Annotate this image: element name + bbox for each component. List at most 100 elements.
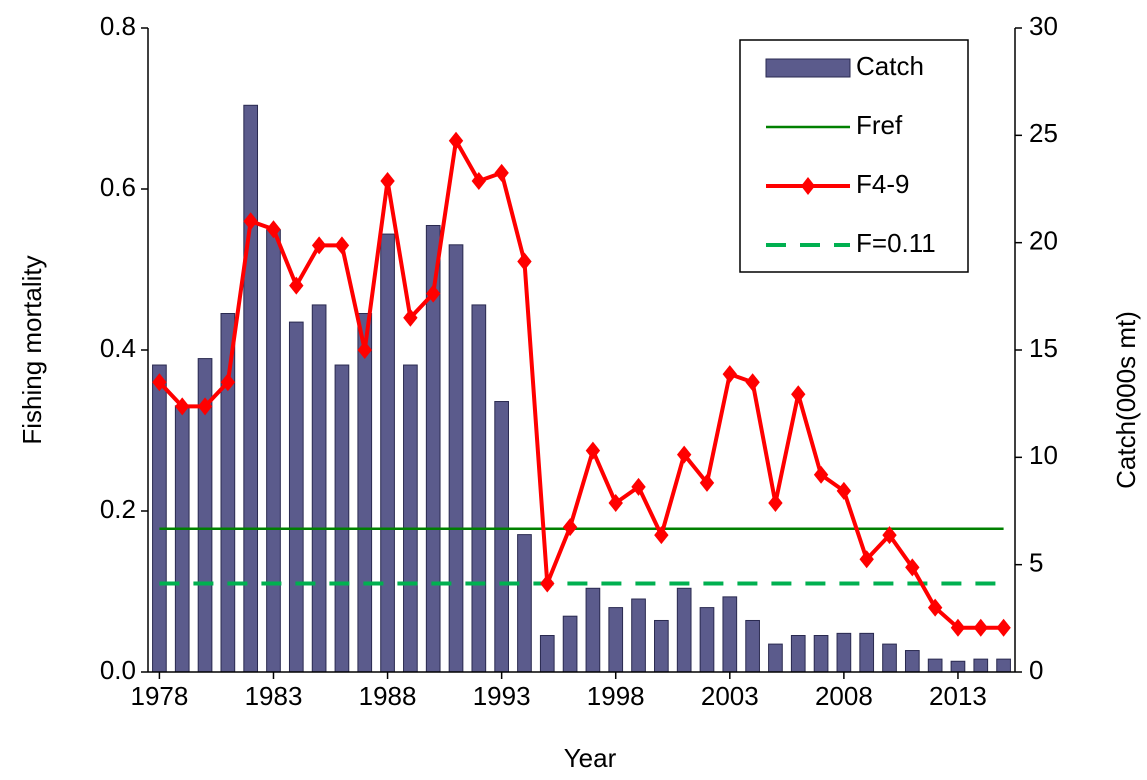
legend-label: F=0.11 [856,228,936,258]
bar [882,643,897,673]
y2-tick-label: 30 [1029,11,1058,41]
point-marker [791,385,806,404]
bar [243,104,259,673]
y-tick-label: 0.2 [100,494,136,524]
x-axis-label: Year [564,743,617,773]
bar [722,596,738,673]
point-marker [722,365,738,384]
point-marker [175,397,190,416]
point-marker [380,171,395,190]
point-marker [882,526,897,545]
point-marker [836,481,852,500]
x-tick-label: 1983 [245,681,303,711]
bar [517,534,532,673]
bar [403,364,418,673]
x-tick-label: 1993 [473,681,531,711]
point-marker [699,473,715,492]
y2-tick-label: 25 [1029,118,1058,148]
point-marker [517,252,532,271]
bar [288,321,304,673]
x-tick-label: 2008 [815,681,873,711]
point-marker [745,373,760,392]
x-tick-label: 2013 [929,681,987,711]
bar [380,233,395,673]
bar [973,658,989,673]
point-marker [631,477,646,496]
legend-swatch [765,58,851,78]
y2-tick-label: 5 [1029,548,1043,578]
legend-box [739,39,969,273]
point-marker [813,465,829,484]
bar [311,304,327,673]
point-marker [471,171,487,190]
bar [174,405,190,673]
bar [996,658,1011,673]
bar [448,244,464,673]
point-marker [494,163,509,182]
point-marker [905,558,920,577]
y2-tick-label: 10 [1029,440,1058,470]
bar [790,635,806,673]
point-marker [768,493,783,512]
x-tick-label: 2003 [701,681,759,711]
bar [585,587,601,673]
bar [927,658,943,673]
y-tick-label: 0.0 [100,655,136,685]
point-marker [266,220,281,239]
point-marker [562,518,578,537]
bar [836,632,852,673]
bar [357,313,373,673]
line [157,134,1004,630]
bar [266,229,281,673]
bar [813,635,829,673]
point-marker [403,308,418,327]
point-marker [540,574,555,593]
point-marker [859,550,874,569]
y-tick-label: 0.4 [100,333,136,363]
point-marker [676,445,692,464]
bar [494,401,509,673]
bar [471,304,487,673]
point-marker [950,618,966,637]
x-tick-label: 1978 [130,681,188,711]
point-marker [996,618,1011,637]
point-marker [197,397,213,416]
bar [699,607,715,673]
bar [608,607,624,673]
y2-tick-label: 15 [1029,333,1058,363]
y2-axis-label: Catch(000s mt) [1111,311,1141,489]
point-marker [357,341,372,359]
bar [654,619,669,673]
point-marker [220,373,236,392]
bar [220,313,236,673]
bar [334,364,350,673]
bar [676,587,692,673]
point-marker [608,493,623,512]
point-marker [243,212,258,231]
point-marker [927,598,943,617]
bar [539,635,555,673]
bar [904,650,920,673]
y-tick-label: 0.6 [100,172,136,202]
bar [768,643,783,673]
y-axis-label: Fishing mortality [17,255,47,444]
point-marker [654,526,669,545]
legend-label: Fref [856,110,903,140]
bar [859,632,875,673]
point-marker [152,373,167,392]
point-marker [585,441,601,460]
point-marker [973,618,988,637]
bar [745,619,760,673]
bar [631,598,646,673]
legend-marker [801,177,815,195]
y-tick-label: 0.8 [100,11,136,41]
x-tick-label: 1998 [587,681,645,711]
point-marker [334,236,350,255]
point-marker [448,131,464,150]
y2-tick-label: 20 [1029,226,1058,256]
bar [950,660,966,673]
bar [152,364,167,673]
legend-label: Catch [856,51,924,81]
point-marker [289,276,304,295]
